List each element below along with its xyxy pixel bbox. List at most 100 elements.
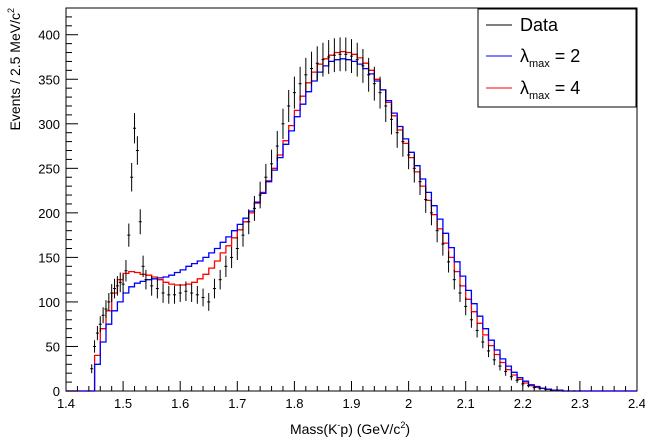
x-axis-label-part-3: 2	[400, 420, 405, 430]
data-point	[395, 117, 399, 148]
legend-lambda2-rest: = 2	[550, 46, 581, 66]
data-point	[338, 37, 342, 72]
data-point	[298, 66, 302, 101]
y-axis-label-part-0: Events / 2.5 MeV/c	[7, 13, 23, 131]
data-point	[327, 40, 331, 74]
data-point	[475, 323, 479, 338]
data-point	[201, 288, 205, 307]
data-point	[113, 278, 117, 299]
data-point	[435, 219, 439, 243]
data-point	[401, 126, 405, 157]
data-point	[90, 364, 94, 374]
data-point	[447, 251, 451, 273]
axis-layer: 1.4 1.5 1.6 1.7 1.8 1.9 2 2.1 2.2 2.3 2.4 0 50 100 150…	[38, 7, 645, 411]
data-point	[124, 260, 128, 282]
data-point	[424, 186, 428, 213]
x-tick-label: 1.8	[285, 396, 303, 411]
legend-lambda4-sub: max	[529, 90, 550, 102]
x-axis-label-part-2: p) (GeV/c	[340, 421, 400, 437]
data-point	[492, 354, 496, 366]
data-point	[241, 223, 245, 247]
x-tick-label: 2	[405, 396, 412, 411]
y-tick-label: 50	[46, 339, 60, 354]
data-point	[469, 311, 473, 328]
data-point	[389, 104, 393, 135]
legend-label-data: Data	[520, 15, 559, 35]
data-point	[252, 195, 256, 221]
data-point	[418, 168, 422, 196]
data-point	[452, 269, 456, 290]
data-point	[292, 76, 296, 109]
data-point	[127, 223, 131, 247]
data-point	[310, 51, 314, 86]
data-point	[355, 42, 359, 77]
data-point	[135, 136, 139, 165]
data-point	[141, 255, 145, 277]
data-point	[481, 335, 485, 349]
data-point	[287, 89, 291, 123]
data-point	[281, 108, 285, 139]
data-point	[161, 283, 165, 303]
x-tick-label: 1.6	[171, 396, 189, 411]
data-point	[184, 281, 188, 302]
legend-lambda2-sub: max	[529, 58, 550, 70]
data-point	[498, 361, 502, 371]
data-point	[155, 278, 159, 299]
data-point	[138, 209, 142, 235]
data-point	[190, 284, 194, 302]
y-tick-label: 200	[38, 206, 60, 221]
data-point	[101, 307, 105, 324]
legend-label-lambda2: λmax = 2	[520, 46, 580, 70]
data-point	[167, 285, 171, 304]
data-point	[458, 284, 462, 302]
data-point	[515, 377, 519, 383]
data-point	[110, 284, 114, 302]
x-tick-label: 1.9	[342, 396, 360, 411]
data-point	[121, 274, 125, 294]
data-point	[384, 89, 388, 123]
data-point	[130, 162, 134, 192]
x-tick-label: 2.4	[628, 396, 645, 411]
data-point	[344, 37, 348, 72]
y-tick-label: 350	[38, 72, 60, 87]
data-point	[172, 285, 176, 304]
legend-label-lambda4: λmax = 4	[520, 78, 580, 102]
y-tick-label: 100	[38, 295, 60, 310]
data-point	[230, 246, 234, 269]
data-point	[350, 39, 353, 74]
y-tick-label: 0	[53, 384, 60, 399]
data-point	[275, 130, 279, 162]
data-point	[235, 236, 239, 261]
x-tick-label: 2.3	[571, 396, 589, 411]
x-tick-label: 1.7	[228, 396, 246, 411]
data-point	[258, 181, 262, 209]
data-point	[538, 386, 542, 391]
data-point	[93, 340, 97, 353]
y-tick-label: 300	[38, 117, 60, 132]
x-axis-label-part-0: Mass(K	[290, 421, 338, 437]
x-tick-label: 1.5	[114, 396, 132, 411]
data-point	[315, 46, 319, 81]
y-tick-label: 400	[38, 28, 60, 43]
data-point	[212, 278, 216, 299]
data-point	[509, 373, 513, 381]
data-point	[441, 232, 445, 256]
y-tick-label: 250	[38, 161, 60, 176]
legend-lambda4-rest: = 4	[550, 78, 581, 98]
data-point	[332, 38, 336, 73]
data-point	[95, 325, 99, 341]
y-tick-label: 150	[38, 250, 60, 265]
data-point	[429, 200, 433, 226]
data-point	[207, 293, 211, 311]
legend-lambda2-symbol: λ	[520, 46, 529, 66]
x-tick-label: 2.2	[514, 396, 532, 411]
data-point	[464, 297, 468, 316]
data-point	[304, 57, 308, 92]
data-point	[115, 276, 119, 296]
data-point	[178, 284, 182, 302]
data-point	[98, 316, 102, 333]
data-point	[118, 272, 122, 293]
legend: Data λmax = 2 λmax = 4	[477, 8, 637, 108]
data-point	[107, 293, 111, 311]
